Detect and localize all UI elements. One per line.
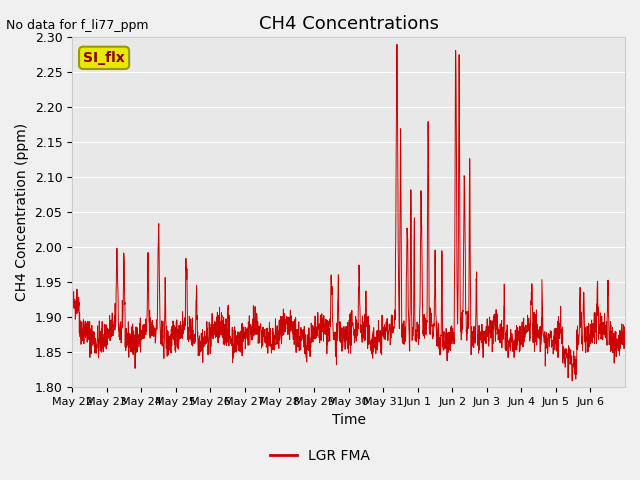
Y-axis label: CH4 Concentration (ppm): CH4 Concentration (ppm) xyxy=(15,123,29,301)
Title: CH4 Concentrations: CH4 Concentrations xyxy=(259,15,438,33)
Text: No data for f_li77_ppm: No data for f_li77_ppm xyxy=(6,19,149,32)
Legend: LGR FMA: LGR FMA xyxy=(264,443,376,468)
X-axis label: Time: Time xyxy=(332,413,365,427)
Text: SI_flx: SI_flx xyxy=(83,51,125,65)
